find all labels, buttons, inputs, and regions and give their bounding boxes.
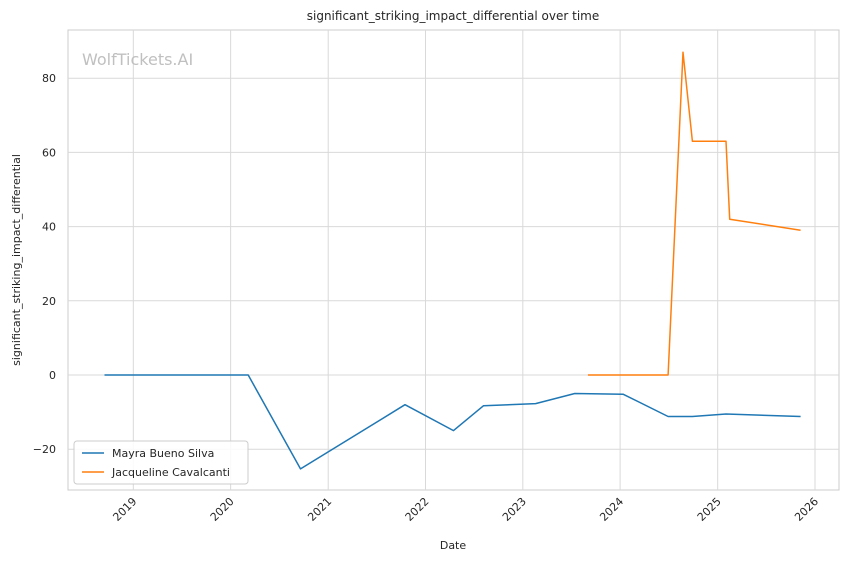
y-tick-label: 40 xyxy=(42,221,56,234)
legend-label-mayra: Mayra Bueno Silva xyxy=(112,447,214,460)
watermark: WolfTickets.AI xyxy=(82,50,193,69)
chart-title: significant_striking_impact_differential… xyxy=(307,9,599,23)
y-tick-label: 20 xyxy=(42,295,56,308)
y-axis-ticks: −20 0 20 40 60 80 xyxy=(33,72,56,456)
y-tick-label: 0 xyxy=(49,369,56,382)
legend: Mayra Bueno Silva Jacqueline Cavalcanti xyxy=(73,440,249,485)
y-tick-label: 80 xyxy=(42,72,56,85)
x-axis-label: Date xyxy=(440,539,467,552)
legend-label-jacqueline: Jacqueline Cavalcanti xyxy=(111,466,230,479)
y-tick-label: −20 xyxy=(33,443,56,456)
y-tick-label: 60 xyxy=(42,146,56,159)
plot-area xyxy=(67,29,840,491)
legend-box xyxy=(73,440,249,485)
series-layer xyxy=(104,51,801,470)
series-line-0 xyxy=(104,374,801,470)
series-line-1 xyxy=(587,51,801,376)
y-axis-label: significant_striking_impact_differential xyxy=(10,154,23,366)
